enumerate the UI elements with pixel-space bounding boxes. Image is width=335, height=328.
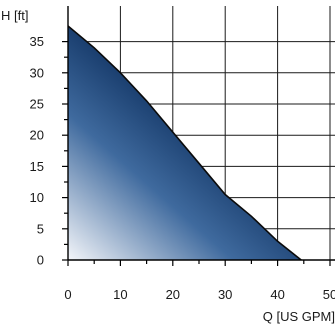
y-tick-label: 30 bbox=[30, 65, 44, 80]
x-tick-label: 10 bbox=[113, 287, 127, 302]
x-tick-label: 20 bbox=[166, 287, 180, 302]
performance-curve-line bbox=[68, 25, 302, 261]
y-tick-labels: 0 5 10 15 20 25 30 35 bbox=[30, 34, 44, 267]
performance-area bbox=[68, 26, 302, 260]
y-tick-label: 25 bbox=[30, 97, 44, 112]
axes bbox=[67, 6, 335, 261]
tick-marks bbox=[62, 40, 331, 266]
y-tick-label: 5 bbox=[37, 221, 44, 236]
y-tick-label: 10 bbox=[30, 190, 44, 205]
x-tick-label: 30 bbox=[218, 287, 232, 302]
x-tick-label: 50 bbox=[323, 287, 335, 302]
y-tick-label: 0 bbox=[37, 253, 44, 268]
y-tick-label: 15 bbox=[30, 159, 44, 174]
x-axis-label: Q [US GPM] bbox=[263, 309, 335, 324]
y-tick-label: 20 bbox=[30, 128, 44, 143]
x-tick-labels: 0 10 20 30 40 50 bbox=[64, 287, 335, 302]
x-tick-label: 0 bbox=[64, 287, 71, 302]
x-tick-label: 40 bbox=[270, 287, 284, 302]
y-axis-label: H [ft] bbox=[1, 8, 28, 23]
y-tick-label: 35 bbox=[30, 34, 44, 49]
